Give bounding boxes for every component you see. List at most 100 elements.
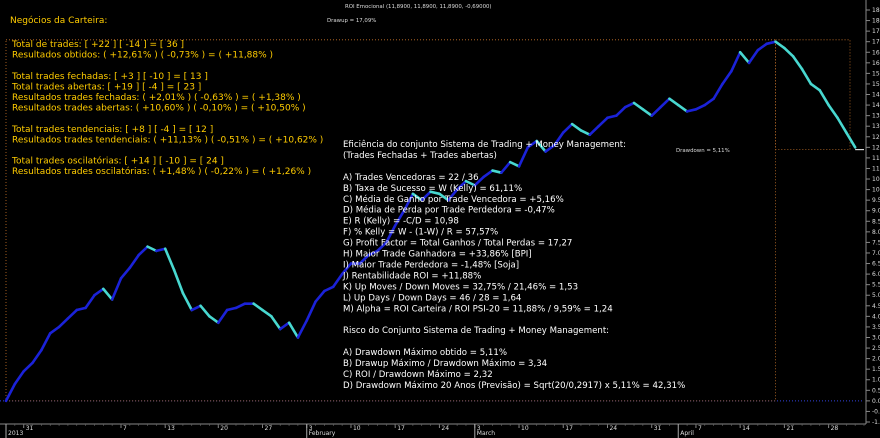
line-segment-down [287,321,300,339]
line-segment-down [676,103,689,113]
line-segment-down [791,55,804,71]
line-segment-down [508,160,521,168]
line-segment-down [491,169,503,174]
efficiency-panel: Eficiência do conjunto Sistema de Tradin… [342,139,685,391]
line-segment-up [756,42,769,52]
line-segment-down [818,88,830,107]
y-tick-label: 10.5 [872,176,880,183]
line-segment-up [606,114,618,120]
x-tick-label: 3 [309,425,313,432]
y-tick-label: 5.0 [872,292,880,299]
line-segment-up [721,69,733,86]
x-tick-label: 14 [742,425,750,432]
portfolio-line: Resultados trades oscilatórias: ( +1,48%… [12,166,311,177]
x-tick-label: 24 [441,425,449,432]
y-tick-label: 12.5 [872,134,880,141]
y-tick-label: 0.0 [872,398,880,405]
y-tick-label: 7.0 [872,250,880,257]
line-segment-up [712,82,724,101]
y-tick-label: 1.0 [872,377,880,384]
line-segment-down [261,308,273,318]
line-segment-up [685,108,698,113]
x-tick-label: 24 [609,425,617,432]
line-segment-up [305,300,317,322]
x-tick-label: 20 [220,425,228,432]
y-tick-label: 14.0 [872,102,880,109]
y-tick-label: 8.5 [872,218,880,225]
y-tick-label: 5.5 [872,282,880,289]
y-tick-label: 2.5 [872,345,880,352]
y-tick-label: 17.5 [872,28,880,35]
y-tick-label: 12.0 [872,144,880,151]
chart-title: ROI Emocional (11,8900, 11,8900, 11,8900… [345,4,492,10]
line-segment-down [738,50,751,65]
y-tick-label: 9.5 [872,197,880,204]
y-tick-label: 15.5 [872,70,880,77]
line-segment-up [31,348,43,365]
line-segment-up [402,192,415,213]
line-segment-up [376,241,388,253]
line-segment-down [429,190,441,196]
x-tick-label: 10 [521,425,529,432]
portfolio-panel: Negócios da Carteira: Total de trades: [ … [10,15,323,177]
efficiency-line: (Trades Fechadas + Trades abertas) [343,151,497,161]
line-segment-down [641,108,654,117]
x-tick-label: 17 [565,425,573,432]
line-segment-down [800,67,813,86]
portfolio-line: Total trades abertas: [ +19 ] [ -4 ] = [… [11,82,201,92]
drawdown-box [775,39,851,151]
line-segment-down [845,131,857,149]
line-segment-down [827,103,839,120]
line-segment-up [385,224,397,244]
efficiency-line: F) % Kelly = W - (1-W) / R = 57,57% [343,228,498,238]
portfolio-line: Resultados trades abertas: ( +10,60% ) (… [12,104,306,114]
y-tick-label: 6.0 [872,271,880,278]
panel-title: Negócios da Carteira: [10,15,107,26]
drawup-box [5,39,776,402]
line-segment-up [694,103,707,111]
line-segment-up [455,179,468,191]
month-label: March [477,430,495,437]
y-tick-label: 7.5 [872,239,880,246]
line-segment-up [93,287,105,297]
line-segment-down [181,291,194,312]
line-segment-up [765,40,777,46]
guide-layer [5,39,864,402]
line-segment-up [57,317,70,329]
line-segment-up [446,188,459,202]
y-tick-label: 6.5 [872,261,880,268]
y-tick-label: 17.0 [872,39,880,46]
line-segment-up [155,247,167,253]
portfolio-line: Resultados obtidos: ( +12,61% ) ( -0,73%… [12,51,273,61]
x-tick-label: 31 [654,425,662,432]
efficiency-line: I) Maior Trade Perdedora = -1,48% [Soja] [343,260,519,270]
efficiency-line: M) Alpha = ROI Carteira / ROI PSI-20 = 1… [343,304,613,314]
line-segment-down [252,302,264,312]
drawdown-label: Drawdown = 5,11% [676,148,730,154]
line-segment-down [579,129,592,136]
line-segment-up [119,266,132,280]
line-segment-down [163,247,176,272]
y-tick-label: 0.5 [872,387,880,394]
efficiency-line: C) ROI / Drawdown Máximo = 2,32 [343,370,493,380]
efficiency-line: J) Rentabilidade ROI = +11,88% [342,271,481,281]
line-segment-down [570,122,583,132]
drawup-label: Drawup = 17,09% [327,18,376,24]
line-segment-up [110,277,123,301]
line-segment-down [464,179,477,187]
line-segment-down [632,101,645,111]
line-segment-up [323,285,335,293]
efficiency-line: H) Maior Trade Ganhadora = +33,86% [BPI] [343,250,532,260]
efficiency-line: L) Up Days / Down Days = 46 / 28 = 1,64 [343,293,521,303]
line-segment-up [517,146,530,168]
line-segment-up [615,105,627,117]
line-segment-down [668,97,680,107]
y-tick-label: 9.0 [872,208,880,215]
line-segment-down [783,46,795,58]
line-segment-up [703,97,715,107]
line-segment-up [482,169,494,179]
line-segment-down [208,315,220,324]
line-segment-up [22,361,34,373]
line-segment-up [331,272,344,289]
